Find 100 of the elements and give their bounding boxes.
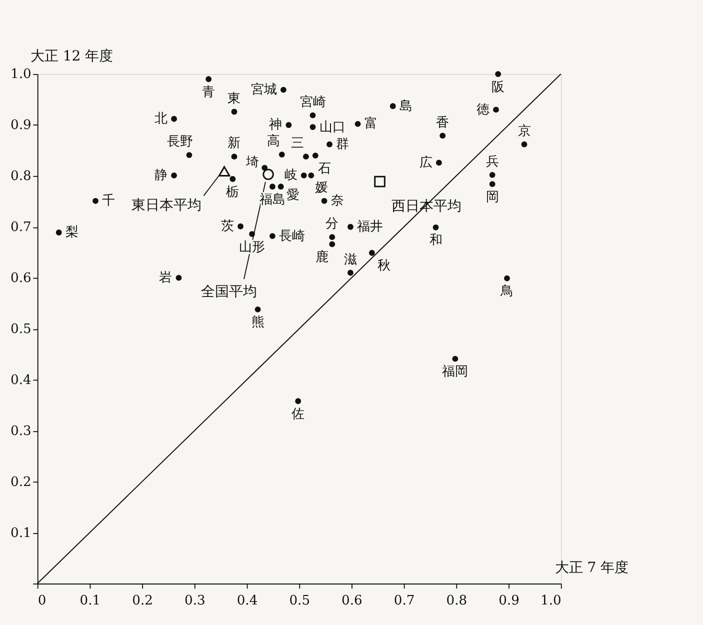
point (278, 184, 284, 190)
x-tick-label: 0.8 (446, 594, 468, 609)
point (269, 233, 276, 240)
point (231, 154, 238, 160)
point (295, 398, 302, 404)
data-label: 千 (102, 194, 116, 209)
point (310, 124, 316, 130)
data-label: 広 (419, 154, 432, 170)
point (231, 108, 238, 115)
point (269, 184, 276, 190)
data-label: 富 (364, 116, 378, 132)
data-label: 岩 (159, 270, 172, 286)
point (278, 152, 285, 158)
x-tick-label: 0.2 (132, 594, 153, 609)
data-label: 三 (291, 136, 304, 152)
data-label: 茨 (220, 219, 234, 234)
data-label: 宮崎 (300, 94, 326, 110)
data-label: 福岡 (442, 364, 468, 380)
point (310, 112, 316, 118)
point (368, 250, 375, 256)
point (206, 76, 212, 82)
data-label: 秋 (378, 258, 391, 274)
data-label: 宮城 (250, 82, 277, 98)
data-label: 島 (399, 98, 412, 114)
y-tick-label: 0.8 (10, 169, 32, 184)
y-tick-label: 0.3 (10, 424, 32, 439)
data-label: 鹿 (315, 250, 328, 266)
data-label: 梨 (65, 225, 78, 240)
point (280, 86, 286, 93)
x-tick-label: 0 (38, 594, 46, 609)
x-axis-title: 大正 7 年度 (554, 560, 629, 576)
data-label: 石 (318, 161, 332, 176)
point (489, 181, 496, 188)
data-label: 佐 (292, 406, 305, 422)
point (521, 141, 528, 148)
point (495, 71, 502, 77)
data-label: 岐 (284, 168, 298, 184)
x-tick-label: 0.6 (342, 594, 362, 609)
point (308, 172, 314, 178)
legend-label: 東日本平均 (131, 198, 202, 214)
point (493, 106, 499, 113)
y-axis-title: 大正 12 年度 (30, 48, 114, 64)
point (230, 176, 236, 182)
point (436, 160, 442, 166)
data-label: 香 (436, 115, 450, 130)
point (374, 176, 386, 188)
data-label: 阪 (492, 80, 505, 95)
point (254, 306, 261, 312)
y-tick-label: 0.7 (10, 220, 32, 236)
data-label: 青 (202, 84, 216, 100)
point (300, 172, 307, 178)
data-label: 長崎 (278, 228, 305, 244)
y-tick-label: 0.6 (10, 271, 32, 286)
data-label: 福井 (356, 220, 383, 235)
point (171, 116, 177, 122)
x-tick-label: 0.5 (289, 594, 310, 609)
data-label: 兵 (486, 154, 499, 170)
data-label: 奈 (330, 194, 344, 209)
point (329, 241, 336, 248)
data-label: 高 (267, 133, 280, 150)
y-tick-label: 1.0 (10, 67, 32, 82)
text: 全国平均 (201, 284, 257, 300)
data-label: 鳥 (499, 284, 514, 300)
point (452, 356, 458, 362)
data-label: 分 (326, 216, 339, 232)
x-tick-label: 0.7 (394, 594, 415, 609)
data-label: 東 (228, 91, 241, 106)
data-label: 神 (269, 118, 282, 133)
point (354, 121, 361, 127)
data-label: 滋 (344, 252, 357, 268)
point (186, 152, 192, 158)
data-label: 岡 (486, 190, 499, 205)
point (262, 168, 274, 180)
y-tick-label: 0.4 (10, 372, 32, 388)
x-tick-label: 0.4 (236, 594, 258, 609)
point (329, 234, 336, 240)
point (56, 230, 62, 236)
y-tick-label: 0.2 (10, 474, 32, 490)
point (440, 132, 446, 139)
point (489, 172, 496, 178)
point (504, 275, 510, 282)
data-label: 新 (228, 136, 241, 152)
y-tick-label: 0.9 (10, 118, 32, 134)
data-label: 埼 (244, 154, 259, 170)
point (92, 198, 98, 204)
data-label: 京 (518, 124, 531, 139)
point (312, 152, 318, 159)
data-label: 栃 (226, 184, 240, 200)
point (176, 274, 182, 281)
data-label: 静 (154, 168, 168, 184)
data-label: 山口 (319, 120, 346, 135)
data-label: 北 (154, 112, 168, 127)
y-tick-label: 0.5 (10, 322, 32, 337)
data-label: 熊 (251, 315, 264, 330)
x-tick-label: 1.0 (540, 594, 562, 609)
data-label: 和 (429, 233, 442, 248)
point (303, 154, 309, 160)
point (218, 166, 230, 177)
point (432, 224, 439, 230)
data-label: 媛 (314, 180, 328, 196)
